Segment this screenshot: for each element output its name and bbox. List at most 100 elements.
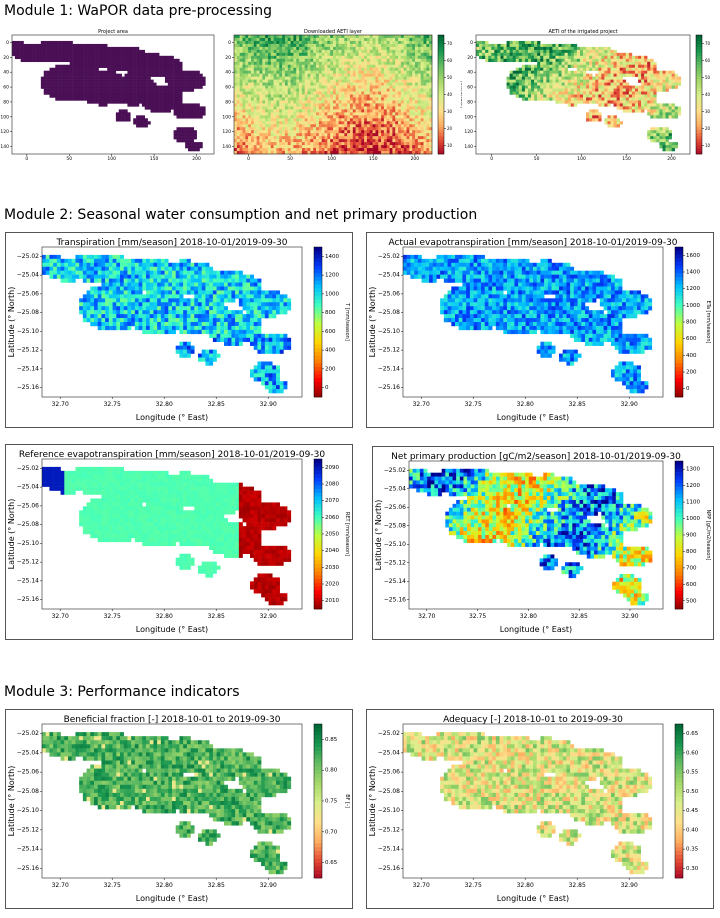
data-cell — [327, 151, 331, 155]
data-cell — [290, 64, 294, 68]
data-cell — [576, 52, 581, 57]
data-cell — [392, 35, 396, 39]
data-cell — [248, 103, 252, 107]
data-cell — [150, 97, 154, 101]
data-cell — [287, 115, 291, 119]
data-cell — [318, 52, 322, 57]
data-cell — [412, 100, 416, 104]
data-cell — [290, 52, 294, 57]
data-cell — [49, 73, 53, 77]
data-cell — [127, 52, 131, 57]
data-cell — [259, 109, 263, 113]
data-cell — [239, 37, 243, 42]
data-cell — [253, 73, 257, 77]
data-cell — [358, 130, 362, 134]
data-cell — [242, 79, 246, 83]
data-cell — [270, 67, 274, 71]
data-cell — [338, 88, 342, 92]
data-cell — [561, 85, 565, 89]
data-cell — [256, 55, 260, 60]
data-cell — [364, 142, 368, 146]
data-cell — [141, 76, 145, 80]
x-tick-label: 100 — [327, 156, 336, 162]
data-cell — [245, 139, 249, 143]
data-cell — [58, 70, 62, 74]
data-cell — [170, 64, 174, 68]
data-cell — [304, 118, 308, 122]
data-cell — [344, 148, 348, 152]
data-cell — [409, 139, 413, 143]
data-cell — [355, 61, 359, 66]
data-cell — [81, 49, 85, 54]
data-cell — [296, 136, 300, 140]
data-cell — [653, 91, 657, 95]
data-cell — [304, 121, 308, 125]
data-cell — [242, 58, 246, 63]
data-cell — [656, 79, 660, 83]
data-cell — [239, 79, 243, 83]
data-cell — [638, 58, 642, 63]
data-cell — [381, 145, 385, 149]
y-tick-label: 140 — [0, 144, 9, 150]
data-cell — [352, 61, 356, 66]
data-cell — [349, 115, 354, 119]
colorbar-segment — [438, 133, 444, 137]
data-cell — [595, 85, 599, 89]
data-cell — [352, 52, 356, 57]
data-cell — [20, 52, 24, 57]
data-cell — [121, 46, 125, 51]
data-cell — [279, 148, 283, 152]
data-cell — [338, 37, 342, 42]
data-cell — [188, 73, 192, 77]
data-cell — [185, 73, 189, 77]
data-cell — [369, 46, 373, 51]
data-cell — [290, 35, 294, 39]
data-cell — [341, 136, 345, 140]
data-cell — [259, 85, 263, 89]
data-cell — [37, 46, 42, 51]
data-cell — [349, 35, 354, 39]
data-cell — [527, 52, 532, 57]
data-cell — [386, 118, 390, 122]
data-cell — [352, 151, 356, 155]
data-cell — [656, 88, 660, 92]
data-cell — [341, 151, 345, 155]
data-cell — [509, 73, 513, 77]
data-cell — [338, 70, 342, 74]
data-cell — [662, 73, 666, 77]
data-cell — [20, 40, 24, 45]
data-cell — [324, 94, 328, 98]
data-cell — [307, 35, 311, 39]
data-cell — [156, 55, 160, 60]
data-cell — [540, 61, 544, 66]
data-cell — [420, 139, 424, 143]
data-cell — [398, 103, 402, 107]
data-cell — [369, 139, 373, 143]
data-cell — [386, 58, 390, 63]
data-cell — [95, 100, 99, 104]
data-cell — [412, 88, 416, 92]
colorbar-segment — [438, 94, 444, 98]
data-cell — [485, 43, 489, 48]
data-cell — [534, 94, 538, 98]
data-cell — [423, 94, 427, 98]
data-cell — [259, 58, 263, 63]
data-cell — [392, 49, 396, 54]
data-cell — [12, 43, 16, 48]
data-cell — [273, 49, 277, 54]
data-cell — [647, 67, 651, 71]
data-cell — [156, 88, 160, 92]
data-cell — [293, 136, 297, 140]
data-cell — [290, 85, 294, 89]
data-cell — [236, 91, 240, 95]
data-cell — [287, 124, 291, 128]
data-cell — [270, 40, 274, 45]
data-cell — [386, 121, 390, 125]
data-cell — [324, 58, 328, 63]
data-cell — [290, 67, 294, 71]
data-cell — [313, 43, 317, 48]
data-cell — [653, 82, 657, 86]
data-cell — [273, 37, 277, 42]
data-cell — [592, 76, 596, 80]
data-cell — [333, 133, 337, 137]
